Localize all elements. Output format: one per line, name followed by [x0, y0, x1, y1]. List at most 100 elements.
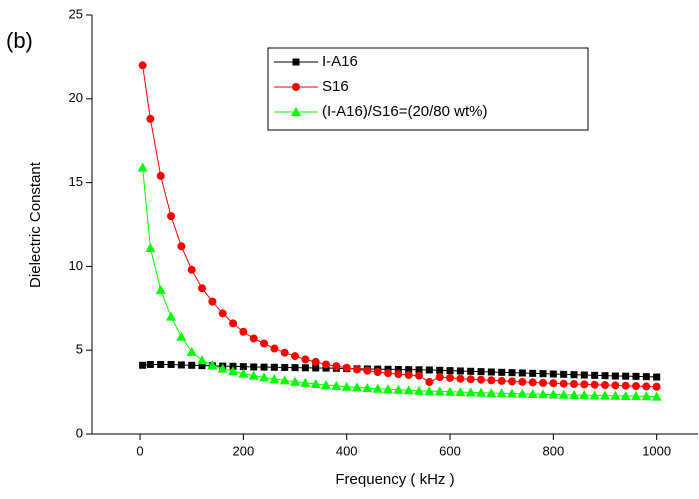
marker-triangle: [569, 389, 580, 399]
marker-circle: [270, 344, 279, 353]
marker-circle: [384, 369, 393, 378]
marker-square: [539, 370, 547, 378]
legend-label: S16: [322, 78, 349, 95]
marker-triangle: [620, 390, 631, 400]
marker-square: [157, 360, 165, 368]
marker-circle: [260, 339, 269, 348]
marker-triangle: [507, 388, 518, 398]
marker-circle: [249, 334, 258, 343]
series-line: [142, 167, 657, 398]
marker-circle: [487, 376, 496, 385]
y-tick-label: 15: [69, 174, 83, 189]
marker-circle: [332, 362, 341, 371]
marker-triangle: [166, 311, 177, 321]
marker-circle: [580, 380, 589, 389]
marker-circle: [301, 355, 310, 364]
marker-triangle: [207, 360, 218, 370]
marker-triangle: [383, 384, 394, 394]
marker-triangle: [291, 107, 301, 116]
marker-triangle: [579, 390, 590, 400]
marker-square: [291, 364, 299, 372]
y-tick-label: 5: [76, 342, 83, 357]
marker-triangle: [310, 379, 321, 389]
marker-circle: [559, 379, 568, 388]
marker-triangle: [331, 380, 342, 390]
marker-circle: [466, 375, 475, 384]
marker-triangle: [137, 162, 148, 172]
marker-triangle: [641, 391, 652, 401]
marker-circle: [373, 367, 382, 376]
panel-label: (b): [6, 28, 33, 53]
marker-circle: [218, 309, 227, 318]
marker-triangle: [476, 387, 487, 397]
marker-triangle: [372, 383, 383, 393]
marker-square: [250, 363, 258, 371]
marker-square: [580, 371, 588, 379]
marker-square: [518, 369, 526, 377]
marker-triangle: [145, 242, 156, 252]
marker-square: [487, 368, 495, 376]
marker-circle: [342, 363, 351, 372]
marker-circle: [363, 366, 372, 375]
marker-square: [146, 360, 154, 368]
marker-square: [642, 373, 650, 381]
marker-square: [611, 372, 619, 380]
marker-square: [601, 372, 609, 380]
legend-label: I-A16: [322, 53, 358, 70]
marker-square: [260, 363, 268, 371]
marker-circle: [642, 382, 651, 391]
marker-circle: [518, 377, 527, 386]
marker-triangle: [651, 391, 662, 401]
marker-circle: [477, 375, 486, 384]
marker-triangle: [517, 388, 528, 398]
marker-circle: [415, 371, 424, 380]
marker-square: [622, 372, 630, 380]
marker-circle: [138, 61, 147, 70]
marker-circle: [404, 371, 413, 380]
marker-circle: [198, 284, 207, 293]
marker-square: [591, 371, 599, 379]
y-tick-label: 20: [69, 90, 83, 105]
x-axis-title: Frequency ( kHz ): [335, 471, 454, 488]
x-tick-label: 600: [439, 443, 461, 458]
marker-square: [239, 363, 247, 371]
marker-square: [529, 369, 537, 377]
y-tick-label: 10: [69, 258, 83, 273]
marker-triangle: [176, 331, 187, 341]
marker-triangle: [362, 383, 373, 393]
marker-triangle: [589, 390, 600, 400]
marker-circle: [167, 212, 176, 221]
marker-square: [394, 365, 402, 373]
marker-triangle: [197, 355, 208, 365]
x-tick-label: 800: [542, 443, 564, 458]
x-tick-label: 1000: [642, 443, 671, 458]
marker-square: [281, 363, 289, 371]
marker-circle: [187, 265, 196, 274]
marker-triangle: [403, 385, 414, 395]
marker-square: [188, 361, 196, 369]
marker-triangle: [496, 388, 507, 398]
marker-square: [508, 369, 516, 377]
marker-triangle: [259, 372, 270, 382]
marker-circle: [435, 373, 444, 382]
marker-triangle: [217, 363, 228, 373]
marker-square: [415, 366, 423, 374]
marker-circle: [208, 297, 217, 306]
marker-triangle: [290, 376, 301, 386]
x-tick-label: 400: [336, 443, 358, 458]
marker-square: [467, 367, 475, 375]
marker-triangle: [558, 389, 569, 399]
y-tick-label: 0: [76, 425, 83, 440]
marker-square: [653, 373, 661, 381]
marker-triangle: [186, 346, 197, 356]
marker-circle: [177, 242, 186, 251]
marker-square: [167, 360, 175, 368]
marker-circle: [156, 171, 165, 180]
marker-square: [477, 368, 485, 376]
marker-triangle: [455, 387, 466, 397]
marker-square: [139, 361, 147, 369]
marker-circle: [425, 378, 434, 387]
legend-box: [267, 47, 589, 131]
marker-square: [301, 364, 309, 372]
marker-square: [436, 366, 444, 374]
